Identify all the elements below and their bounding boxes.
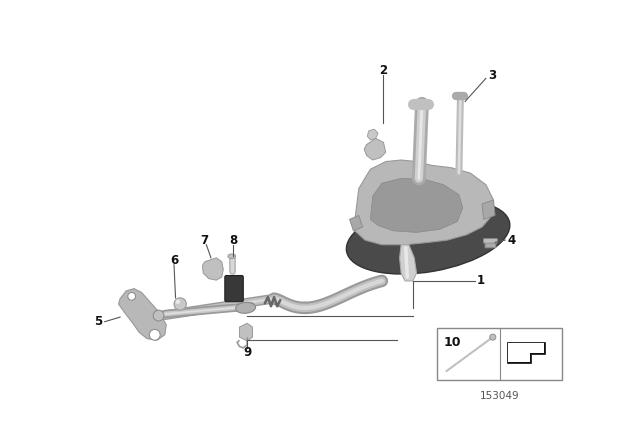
- Polygon shape: [202, 258, 223, 280]
- Polygon shape: [371, 178, 463, 233]
- Ellipse shape: [236, 302, 255, 313]
- Text: 1: 1: [477, 275, 485, 288]
- Ellipse shape: [228, 254, 236, 258]
- Text: 6: 6: [170, 254, 178, 267]
- Bar: [437, 328, 562, 380]
- FancyBboxPatch shape: [485, 240, 496, 248]
- Circle shape: [153, 310, 164, 321]
- Polygon shape: [355, 160, 493, 245]
- Polygon shape: [482, 200, 495, 220]
- Text: 4: 4: [507, 233, 515, 246]
- Polygon shape: [239, 323, 253, 341]
- Circle shape: [175, 299, 180, 304]
- Circle shape: [149, 329, 160, 340]
- Circle shape: [174, 298, 186, 310]
- Polygon shape: [367, 129, 378, 140]
- Text: 7: 7: [201, 233, 209, 246]
- Text: 3: 3: [488, 69, 496, 82]
- Text: 153049: 153049: [480, 391, 520, 401]
- Text: 8: 8: [229, 233, 237, 246]
- Polygon shape: [349, 215, 363, 231]
- Ellipse shape: [346, 200, 510, 274]
- Polygon shape: [399, 245, 417, 281]
- Circle shape: [128, 293, 136, 300]
- FancyBboxPatch shape: [225, 276, 243, 302]
- Polygon shape: [507, 342, 545, 363]
- Text: 10: 10: [444, 336, 461, 349]
- Text: 5: 5: [95, 315, 102, 328]
- Polygon shape: [118, 289, 166, 340]
- Polygon shape: [364, 138, 386, 160]
- Polygon shape: [508, 343, 543, 362]
- Text: 9: 9: [243, 346, 252, 359]
- FancyBboxPatch shape: [484, 238, 497, 243]
- Circle shape: [490, 334, 496, 340]
- Text: 2: 2: [380, 64, 387, 77]
